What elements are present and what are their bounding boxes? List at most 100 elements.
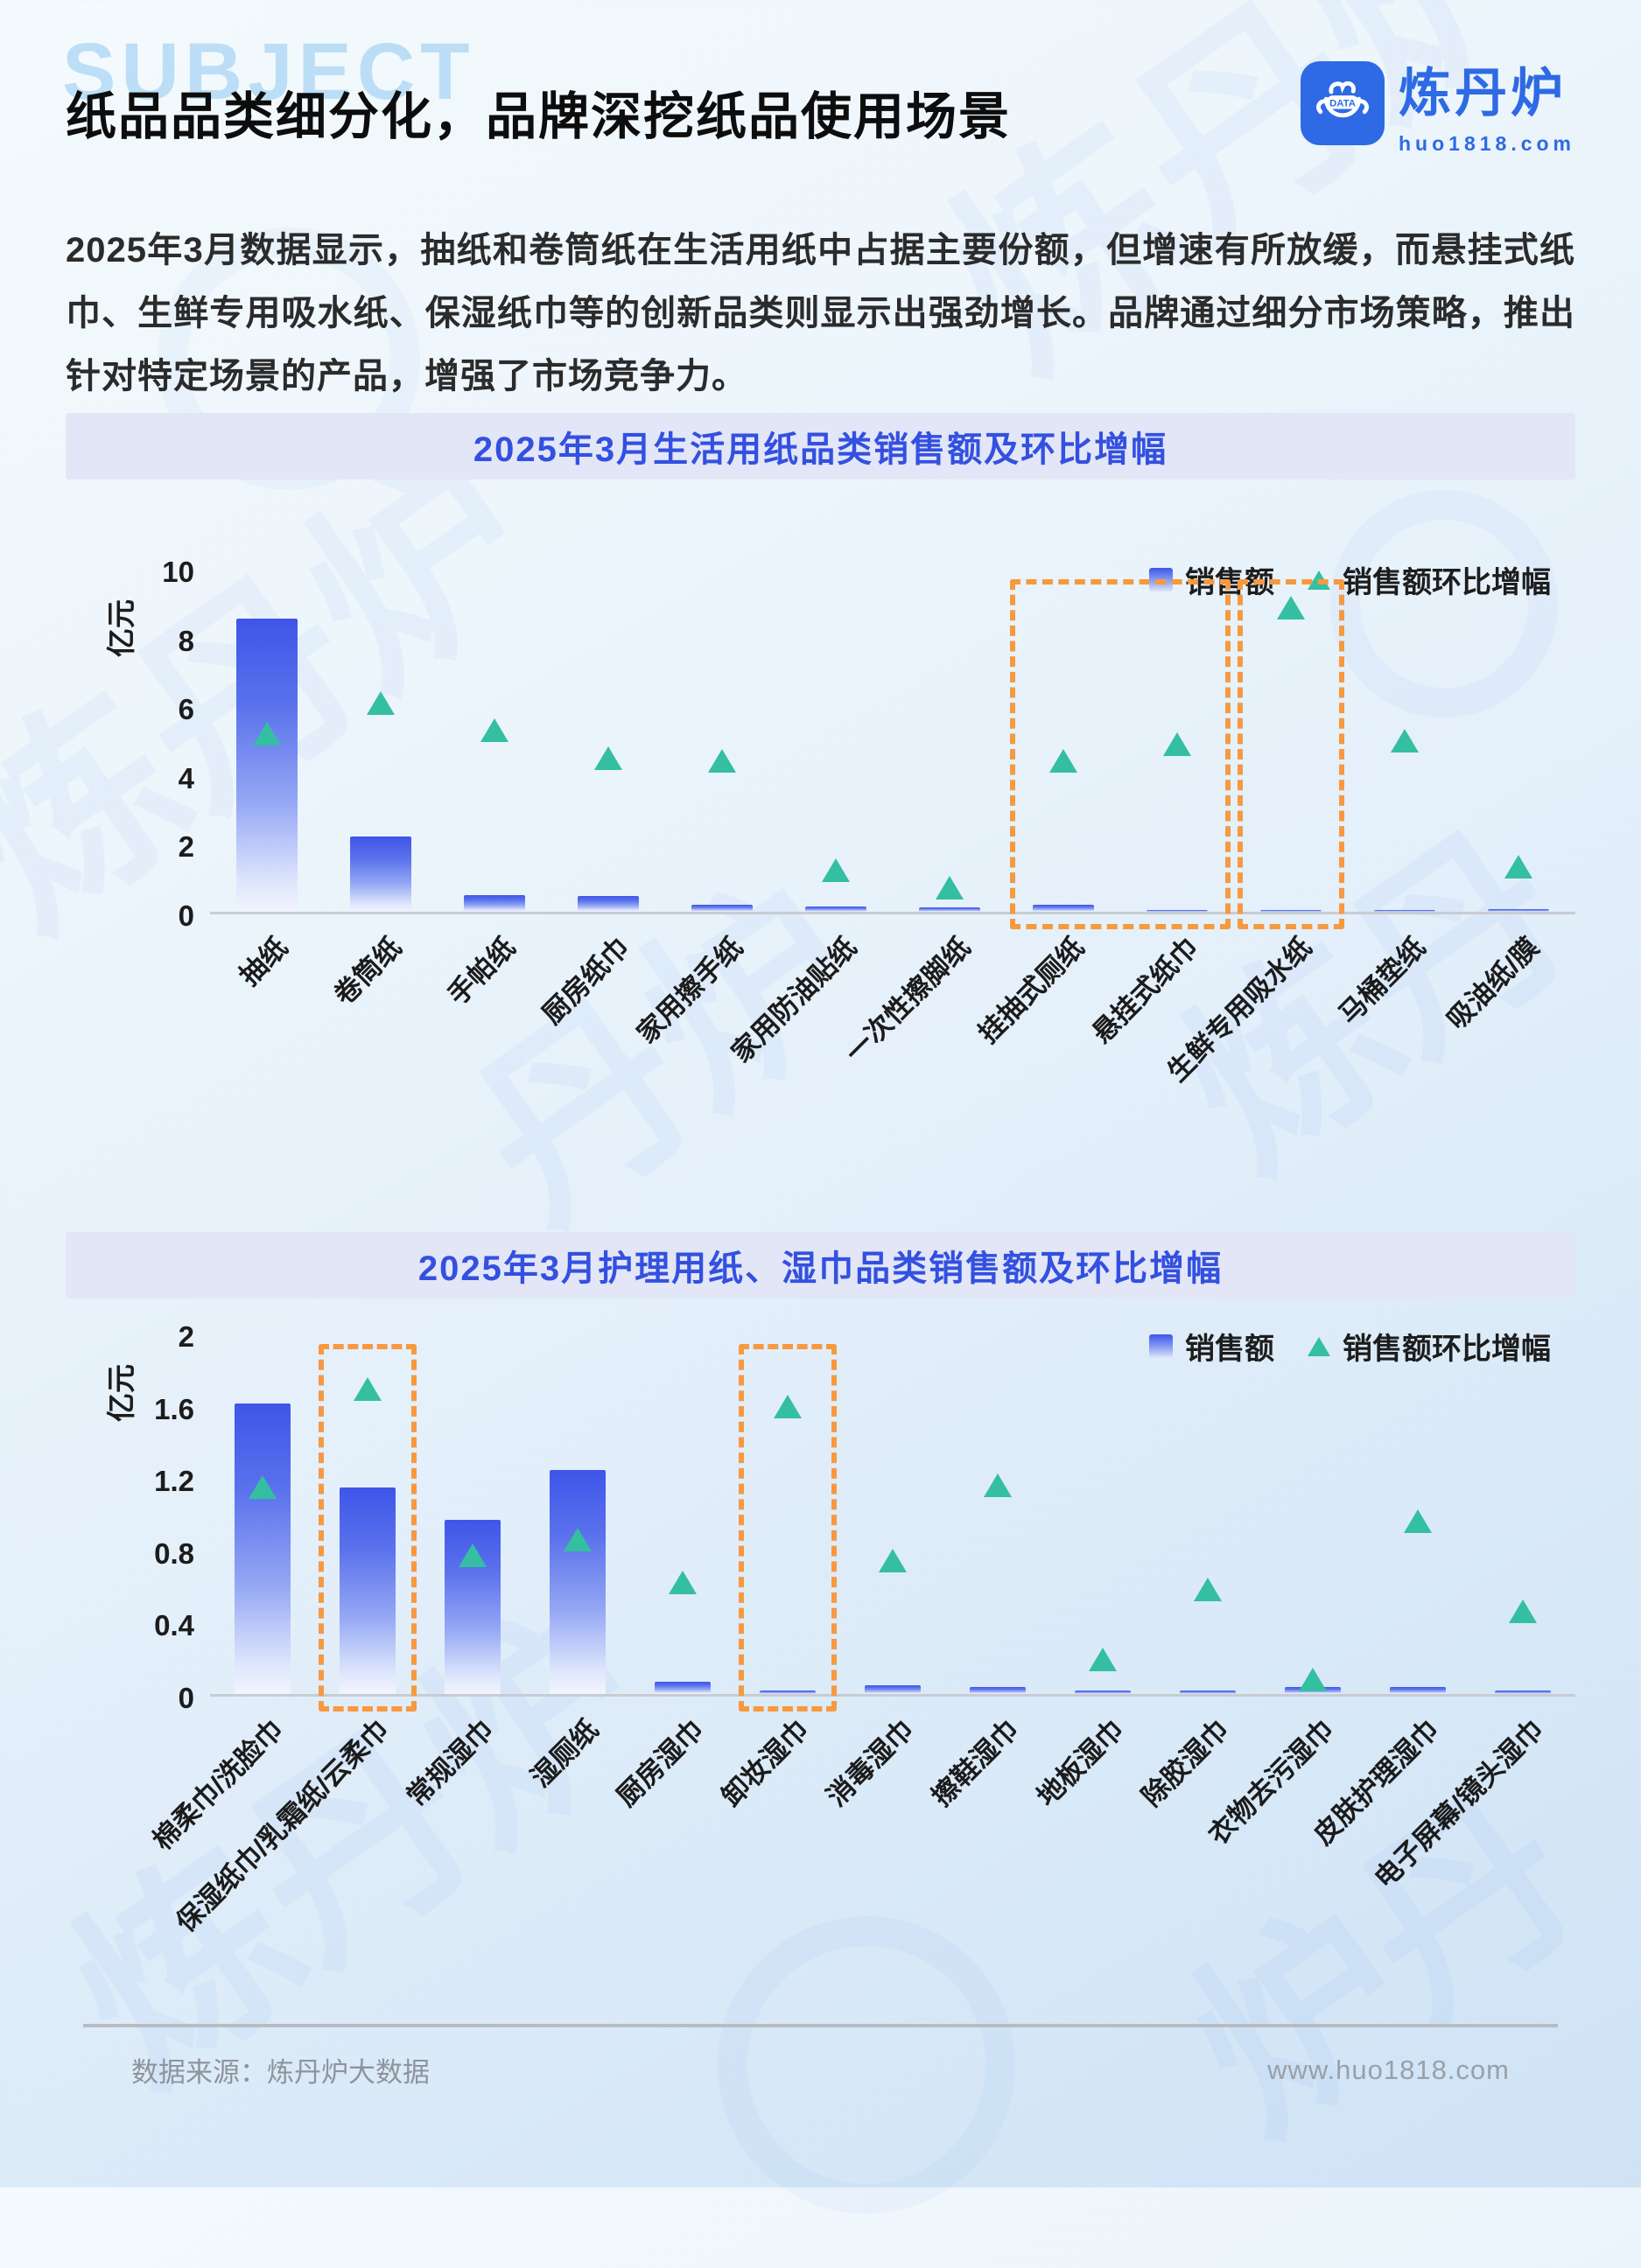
x-axis-label: 消毒湿巾	[820, 1713, 920, 1813]
highlight-box	[1009, 579, 1231, 929]
chart-section-care-wipes: 2025年3月护理用纸、湿巾品类销售额及环比增幅 亿元 0 0.4 0.8 1.2 1.…	[66, 1232, 1575, 1985]
x-axis-label: 除胶湿巾	[1135, 1713, 1235, 1813]
highlight-box	[1238, 579, 1344, 929]
x-axis-label: 手帕纸	[441, 931, 522, 1012]
x-axis-label: 湿厕纸	[524, 1713, 605, 1794]
brand-domain: huo1818.com	[1399, 132, 1575, 155]
x-axis-label: 吸油纸/膜	[1441, 931, 1546, 1036]
growth-triangle-marker	[367, 691, 395, 716]
growth-legend-label: 销售额环比增幅	[1343, 1333, 1551, 1366]
chart1-title: 2025年3月生活用纸品类销售额及环比增幅	[473, 430, 1168, 469]
growth-triangle-marker	[1049, 749, 1077, 774]
footer-divider	[83, 2024, 1558, 2027]
sales-bar	[1495, 1690, 1551, 1694]
chart2-title: 2025年3月护理用纸、湿巾品类销售额及环比增幅	[417, 1250, 1224, 1288]
sales-bar	[1390, 1686, 1446, 1694]
sales-legend-swatch	[1149, 1334, 1173, 1358]
x-axis-label: 地板湿巾	[1030, 1713, 1130, 1813]
sales-bar	[970, 1686, 1026, 1694]
sales-bar	[804, 906, 866, 912]
y-axis-tick: 0	[178, 1681, 194, 1714]
chart1-title-banner: 2025年3月生活用纸品类销售额及环比增幅	[66, 413, 1575, 480]
page-title: 纸品品类细分化，品牌深挖纸品使用场景	[66, 88, 1012, 145]
growth-triangle-marker	[879, 1549, 907, 1573]
growth-triangle-marker	[248, 1475, 277, 1500]
x-axis-label: 常规湿巾	[400, 1713, 500, 1813]
growth-legend-label: 销售额环比增幅	[1343, 566, 1551, 599]
sales-bar	[1033, 905, 1094, 912]
sales-bar	[919, 907, 980, 912]
y-axis-tick: 0	[178, 899, 194, 932]
subject-watermark: SUBJECT	[62, 27, 475, 116]
growth-triangle-marker	[936, 875, 964, 900]
data-source: 数据来源：炼丹炉大数据	[131, 2057, 430, 2088]
growth-triangle-marker	[1509, 1599, 1537, 1623]
chart2-plot-area	[210, 1335, 1575, 1712]
chart1-plot-area	[210, 570, 1575, 929]
y-axis-tick: 10	[162, 555, 194, 588]
sales-bar	[1374, 909, 1435, 912]
brand-logo: DATA 炼丹炉 huo1818.com	[1301, 51, 1575, 156]
y-axis-tick: 2	[178, 830, 194, 864]
sales-bar	[340, 1488, 396, 1694]
chart2-legend: 销售额 销售额环比增幅	[1149, 1325, 1551, 1368]
growth-triangle-marker	[1391, 729, 1419, 752]
cauldron-icon: DATA	[1301, 61, 1385, 145]
x-axis-label: 厨房湿巾	[610, 1713, 710, 1813]
sales-bar	[1180, 1690, 1236, 1694]
growth-triangle-marker	[1504, 855, 1532, 879]
growth-triangle-marker	[668, 1570, 697, 1594]
brand-name: 炼丹炉	[1399, 64, 1567, 122]
x-axis-label: 挂抽式厕纸	[972, 931, 1090, 1050]
chart-section-living-paper: 2025年3月生活用纸品类销售额及环比增幅 亿元 0 2 4 6 8 10 销售额 销售额…	[66, 413, 1575, 1102]
growth-triangle-marker	[1404, 1509, 1432, 1534]
intro-paragraph: 2025年3月数据显示，抽纸和卷筒纸在生活用纸中占据主要份额，但增速有所放缓，而…	[66, 231, 1575, 396]
sales-bar	[1259, 910, 1322, 912]
y-axis-tick: 1.6	[154, 1392, 194, 1425]
x-axis-label: 卸妆湿巾	[715, 1713, 815, 1813]
sales-bar	[235, 618, 298, 912]
growth-triangle-marker	[1276, 595, 1305, 620]
y-axis-tick: 8	[178, 624, 194, 657]
logo-badge-text: DATA	[1329, 98, 1356, 108]
growth-triangle-marker	[774, 1395, 802, 1418]
growth-triangle-marker	[708, 749, 736, 774]
growth-triangle-marker	[252, 722, 281, 746]
sales-bar	[350, 836, 411, 912]
growth-triangle-marker	[480, 718, 508, 743]
y-axis-tick: 0.8	[154, 1536, 194, 1570]
growth-triangle-marker	[1194, 1578, 1222, 1602]
footer: 数据来源：炼丹炉大数据 www.huo1818.com	[131, 2050, 1510, 2090]
growth-legend-marker	[1308, 1336, 1330, 1356]
highlight-box	[739, 1344, 837, 1712]
x-axis-label: 卷筒纸	[327, 931, 408, 1012]
chart1-x-axis-labels: 抽纸 卷筒纸 手帕纸 厨房纸巾 家用擦手纸 家用防油贴纸 一次性擦脚纸 挂抽式厕纸 悬挂式纸巾生…	[210, 914, 1575, 1102]
growth-triangle-marker	[1299, 1667, 1327, 1691]
growth-triangle-marker	[459, 1544, 487, 1568]
sales-bar	[654, 1681, 711, 1694]
sales-bar	[691, 905, 753, 912]
sales-bar	[760, 1690, 816, 1694]
sales-bar	[464, 894, 525, 912]
x-axis-label: 抽纸	[233, 931, 294, 992]
footer-url: www.huo1818.com	[1267, 2054, 1510, 2085]
sales-bar	[1147, 909, 1208, 912]
growth-triangle-marker	[593, 746, 622, 770]
growth-triangle-marker	[1089, 1648, 1117, 1672]
y-axis-tick: 4	[178, 761, 194, 794]
highlight-box	[318, 1344, 417, 1712]
chart2-x-axis-labels: 棉柔巾/洗脸巾 保湿纸巾/乳霜纸/云柔巾 常规湿巾 湿厕纸 厨房湿巾 卸妆湿巾 消毒湿巾 擦鞋…	[147, 1697, 1575, 1985]
growth-triangle-marker	[354, 1376, 382, 1401]
report-page: SUBJECT 纸品品类细分化，品牌深挖纸品使用场景 DATA 炼丹炉 huo1…	[62, 27, 1575, 2090]
y-axis-tick: 2	[178, 1320, 194, 1353]
sales-legend-label: 销售额	[1185, 1333, 1274, 1366]
growth-triangle-marker	[563, 1527, 592, 1551]
sales-bar	[865, 1684, 921, 1694]
sales-bar	[234, 1403, 291, 1694]
x-axis-label: 厨房纸巾	[536, 931, 635, 1031]
sales-bar	[549, 1469, 606, 1694]
sales-bar	[577, 896, 639, 912]
y-axis-tick: 6	[178, 693, 194, 726]
header: SUBJECT 纸品品类细分化，品牌深挖纸品使用场景 DATA 炼丹炉 huo1…	[62, 27, 1575, 161]
chart2-title-banner: 2025年3月护理用纸、湿巾品类销售额及环比增幅	[66, 1232, 1575, 1298]
